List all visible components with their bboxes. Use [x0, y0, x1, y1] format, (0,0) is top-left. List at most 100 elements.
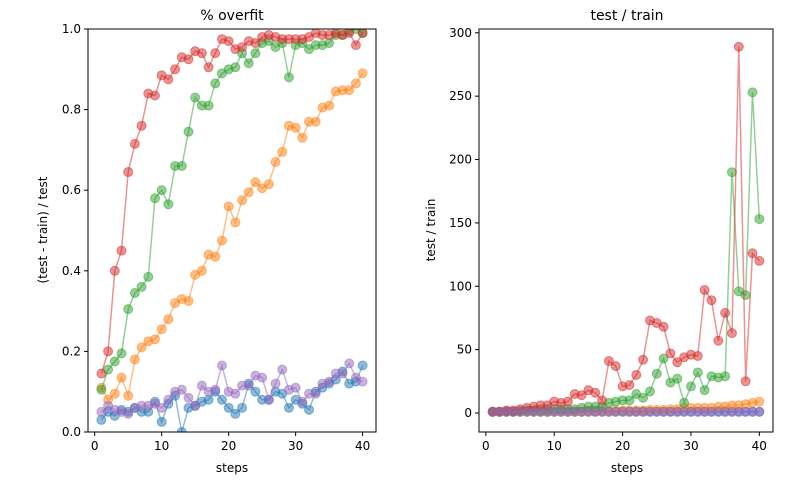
data-point	[263, 394, 274, 405]
data-point	[196, 380, 207, 391]
data-point	[156, 185, 167, 196]
data-point	[230, 62, 241, 73]
data-point	[357, 376, 368, 387]
y-tick-label: 50	[457, 343, 472, 357]
data-point	[658, 353, 669, 364]
y-tick-label: 0.2	[62, 344, 81, 358]
data-point	[337, 368, 348, 379]
data-point	[304, 404, 315, 415]
data-point	[283, 402, 294, 413]
data-point	[344, 85, 355, 96]
data-point	[733, 41, 744, 52]
data-point	[754, 406, 765, 417]
axes-overfit: 0 10 20 30 40 0.0 0.2 0.4 0.6 0.8 1.0	[62, 22, 370, 453]
axes-frame	[478, 28, 774, 433]
data-point	[740, 290, 751, 301]
x-tick-label: 30	[683, 439, 698, 453]
data-point	[310, 388, 321, 399]
data-point	[196, 265, 207, 276]
data-point	[223, 402, 234, 413]
data-point	[190, 400, 201, 411]
x-tick-label: 10	[547, 439, 562, 453]
data-point	[665, 348, 676, 359]
data-point	[163, 199, 174, 210]
data-point	[223, 201, 234, 212]
data-point	[230, 217, 241, 228]
data-point	[631, 369, 642, 380]
data-point	[720, 307, 731, 318]
data-point	[96, 384, 107, 395]
axes-test-train: 0 10 20 30 40 0 50 100 150 200 250 300	[449, 26, 767, 453]
data-point	[344, 29, 355, 39]
y-tick-label: 300	[449, 26, 472, 40]
data-point	[297, 396, 308, 407]
x-axis-label: steps	[611, 461, 643, 475]
data-point	[740, 376, 751, 387]
data-point	[685, 381, 696, 392]
data-point	[170, 64, 181, 75]
data-point	[123, 408, 134, 419]
data-point	[603, 356, 614, 367]
data-point	[109, 265, 120, 276]
data-point	[277, 364, 288, 375]
data-point	[243, 187, 254, 198]
y-tick-label: 0.8	[62, 103, 81, 117]
data-point	[176, 427, 187, 432]
data-point	[283, 72, 294, 83]
data-point	[129, 354, 140, 365]
chart-overfit: % overfit 0 10 20 30 40 0.0 0.2 0.4 0.6 0.8 1.0 st…	[36, 8, 377, 475]
data-point	[210, 48, 221, 59]
data-point	[116, 245, 127, 256]
x-tick-label: 0	[91, 439, 99, 453]
x-tick-label: 30	[288, 439, 303, 453]
data-point	[692, 350, 703, 361]
data-point	[123, 304, 134, 315]
data-point	[103, 346, 114, 357]
y-tick-label: 0.6	[62, 183, 81, 197]
data-point	[136, 281, 147, 292]
series-line-0	[100, 365, 364, 432]
data-point	[357, 360, 368, 371]
chart-test-train: test / train 0 10 20 30 40 0 50 100 150 200 250 300…	[424, 8, 774, 475]
data-point	[297, 132, 308, 143]
data-point	[624, 380, 635, 391]
data-point	[196, 48, 207, 59]
data-point	[149, 90, 160, 101]
data-point	[706, 295, 717, 306]
y-axis-label: test / train	[424, 199, 438, 262]
data-point	[747, 87, 758, 98]
data-point	[624, 395, 635, 406]
y-tick-label: 250	[449, 89, 472, 103]
x-axis-label: steps	[216, 461, 248, 475]
data-point	[679, 397, 690, 408]
data-point	[243, 380, 254, 391]
data-point	[672, 373, 683, 384]
data-point	[123, 390, 134, 401]
y-tick-label: 1.0	[62, 22, 81, 36]
data-point	[129, 138, 140, 149]
data-point	[116, 348, 127, 359]
plot-area-overfit	[96, 29, 368, 432]
data-point	[176, 161, 187, 172]
data-point	[357, 29, 368, 39]
x-tick-label: 20	[221, 439, 236, 453]
data-point	[324, 376, 335, 387]
data-point	[149, 334, 160, 345]
y-tick-label: 100	[449, 279, 472, 293]
data-point	[350, 40, 361, 51]
y-tick-label: 200	[449, 153, 472, 167]
y-tick-label: 0.0	[62, 425, 81, 439]
data-point	[129, 287, 140, 298]
data-point	[250, 38, 261, 49]
chart-title: test / train	[590, 8, 663, 24]
data-point	[156, 416, 167, 427]
data-point	[250, 386, 261, 397]
data-point	[210, 251, 221, 262]
data-point	[149, 193, 160, 204]
data-point	[250, 177, 261, 188]
data-point	[163, 394, 174, 405]
data-point	[243, 58, 254, 69]
y-tick-label: 150	[449, 216, 472, 230]
data-point	[726, 328, 737, 339]
data-point	[216, 394, 227, 405]
